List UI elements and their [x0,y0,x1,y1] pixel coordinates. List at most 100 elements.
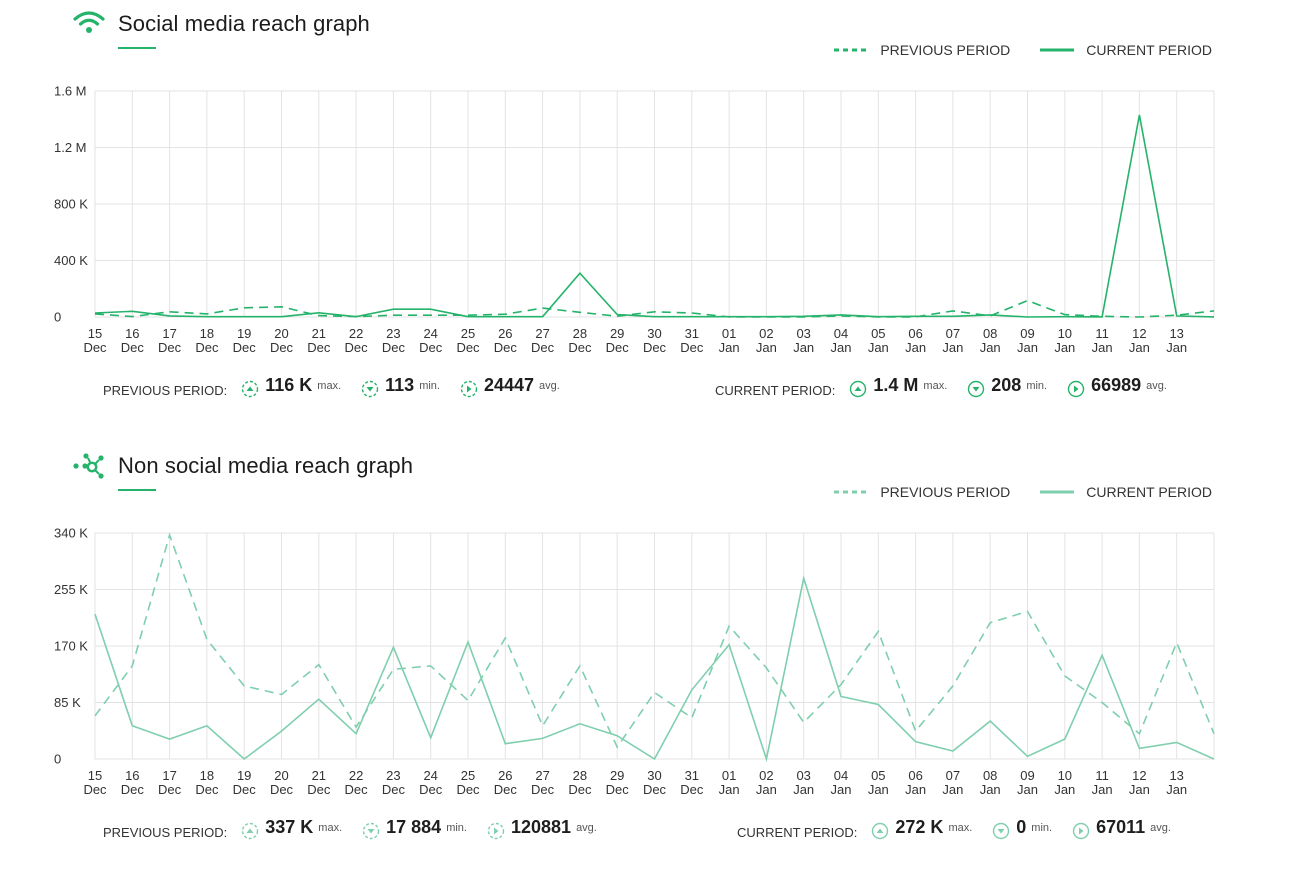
x-tick-month: Jan [1166,782,1187,797]
x-tick-day: 22 [349,768,363,783]
x-tick-month: Jan [719,782,740,797]
dashed-line-swatch [834,48,869,52]
legend-current-label: CURRENT PERIOD [1086,484,1212,500]
y-tick-label: 85 K [54,695,81,710]
x-tick-month: Jan [793,782,814,797]
stat-unit: min. [1031,821,1053,834]
solid-line-swatch [1040,48,1075,52]
stat-value: 66989 [1091,375,1142,395]
current-min: 0 min. [992,817,1053,839]
legend-previous[interactable]: PREVIOUS PERIOD [834,42,1010,58]
min-down-icon [361,380,379,397]
x-tick-month: Dec [195,340,219,355]
avg-right-icon [487,822,505,839]
x-tick-month: Dec [233,782,257,797]
x-tick-day: 02 [759,768,773,783]
network-icon [72,450,106,482]
stat-unit: avg. [576,821,597,834]
x-tick-month: Dec [270,782,294,797]
previous-period-line [94,532,1215,749]
legend-previous-label: PREVIOUS PERIOD [880,484,1011,500]
x-tick-month: Jan [1017,340,1038,355]
previous-max: 116 K max. [241,375,341,397]
x-tick-day: 25 [461,326,475,341]
x-tick-month: Dec [494,782,518,797]
x-tick-month: Jan [1092,782,1113,797]
x-tick-day: 31 [685,768,699,783]
legend-current[interactable]: CURRENT PERIOD [1040,484,1212,500]
stat-value: 272 K [895,817,944,837]
x-tick-day: 05 [871,326,885,341]
y-tick-label: 800 K [54,197,88,212]
avg-right-icon [1067,380,1085,397]
legend-current-label: CURRENT PERIOD [1086,42,1212,58]
stat-unit: avg. [1150,821,1171,834]
y-tick-label: 0 [54,310,61,325]
chart-legend: PREVIOUS PERIOD CURRENT PERIOD [804,484,1212,500]
x-tick-day: 23 [386,768,400,783]
current-max: 272 K max. [871,817,972,839]
x-tick-day: 29 [610,768,624,783]
x-tick-day: 19 [237,768,251,783]
page-title: Social media reach graph [118,11,370,36]
stat-unit: min. [419,379,440,392]
x-tick-day: 07 [946,768,960,783]
x-tick-day: 31 [685,326,699,341]
previous-max: 337 K max. [241,817,343,839]
stat-value: 120881 [510,817,572,837]
non-social-title-row: Non social media reach graph [72,450,413,482]
x-tick-day: 18 [200,768,214,783]
min-down-icon [993,822,1010,839]
x-tick-month: Jan [980,340,1001,355]
y-tick-label: 255 K [54,582,88,597]
x-tick-month: Jan [942,340,963,355]
x-tick-day: 19 [237,326,251,341]
x-tick-day: 01 [722,326,736,341]
previous-stats-label: PREVIOUS PERIOD: [103,382,228,398]
legend-current[interactable]: CURRENT PERIOD [1040,42,1212,58]
x-tick-day: 25 [461,768,475,783]
x-tick-month: Dec [531,782,555,797]
previous-stats: PREVIOUS PERIOD: 337 K max. 17 884 min. … [103,817,617,840]
x-tick-month: Jan [831,340,852,355]
x-tick-month: Dec [382,340,406,355]
y-tick-label: 1.2 M [54,140,87,155]
x-tick-month: Jan [868,782,889,797]
x-tick-day: 13 [1169,768,1183,783]
solid-line-swatch [1040,490,1075,494]
min-down-icon [362,822,380,839]
x-tick-day: 26 [498,326,512,341]
legend-previous[interactable]: PREVIOUS PERIOD [834,484,1010,500]
current-avg: 67011 avg. [1072,817,1171,839]
x-tick-month: Dec [345,340,369,355]
x-tick-month: Jan [1054,782,1075,797]
stat-unit: max. [318,821,343,834]
x-tick-month: Jan [980,782,1001,797]
x-tick-month: Dec [419,340,443,355]
current-min: 208 min. [967,375,1048,397]
max-up-icon [242,380,259,397]
stat-unit: min. [1026,379,1048,392]
x-tick-month: Jan [905,782,926,797]
y-tick-label: 170 K [54,639,88,654]
x-tick-month: Jan [1129,782,1150,797]
previous-avg: 120881 avg. [487,817,597,839]
stat-value: 1.4 M [873,375,919,395]
x-tick-month: Dec [419,782,443,797]
x-tick-day: 27 [535,326,549,341]
max-up-icon [850,380,867,397]
x-tick-month: Dec [456,340,480,355]
x-tick-month: Dec [382,782,406,797]
x-tick-day: 12 [1132,768,1146,783]
current-stats-label: CURRENT PERIOD: [715,382,836,398]
x-tick-month: Jan [905,340,926,355]
page-title: Non social media reach graph [118,453,414,478]
current-max: 1.4 M max. [849,375,947,397]
non-social-reach-section: Non social media reach graph PREVIOUS PE… [0,442,1300,862]
x-tick-month: Jan [756,782,777,797]
x-tick-day: 10 [1058,768,1072,783]
previous-min: 113 min. [361,375,440,397]
x-tick-day: 02 [759,326,773,341]
dashed-line-swatch [834,490,869,494]
